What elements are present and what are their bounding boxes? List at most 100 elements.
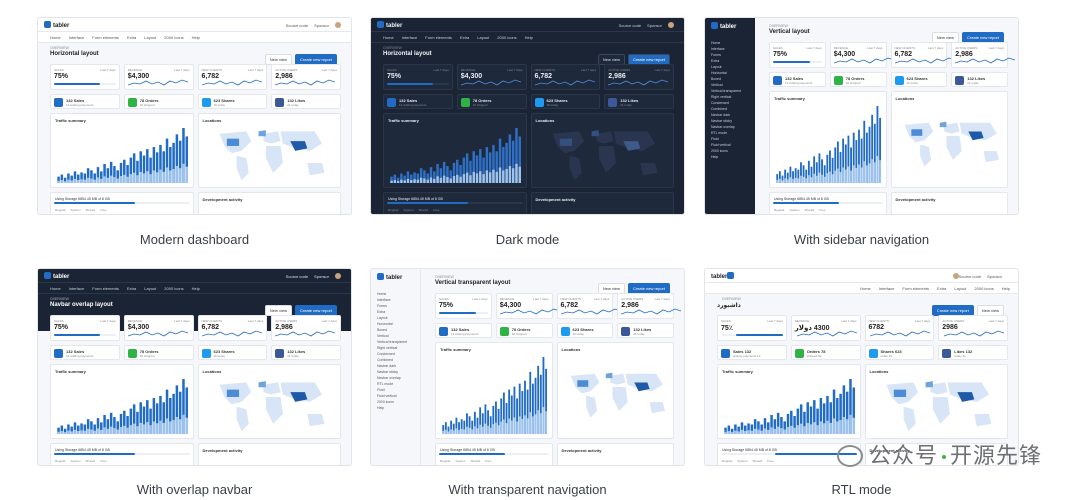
stat-period-dropdown[interactable]: Last 7 days [841, 319, 857, 323]
nav-item[interactable]: Help [191, 286, 200, 291]
sidebar-item[interactable]: Fluid vertical [711, 143, 731, 147]
sidebar-item[interactable]: Forms [711, 53, 721, 57]
nav-item[interactable]: Layout [477, 35, 490, 40]
stat-period-dropdown[interactable]: Last 7 days [654, 68, 670, 72]
sidebar-item[interactable]: RTL mode [711, 131, 728, 135]
sidebar-item[interactable]: Interface [377, 298, 391, 302]
sidebar-item[interactable]: Right vertical [377, 346, 398, 350]
source-code-link[interactable]: Source code [285, 274, 309, 279]
sidebar-item[interactable]: Horizontal [377, 322, 393, 326]
sidebar-item[interactable]: Vertical [377, 334, 389, 338]
sidebar-item[interactable]: Right vertical [711, 95, 732, 99]
thumbnail-modern[interactable]: tabler Source code Sponsor Home Interface For… [37, 17, 352, 215]
sidebar-item[interactable]: Fluid vertical [377, 394, 397, 398]
sidebar-item[interactable]: Forms [377, 304, 387, 308]
source-code-link[interactable]: Source code [958, 274, 982, 279]
nav-item[interactable]: 2000 icons [164, 286, 184, 291]
avatar[interactable] [335, 22, 341, 28]
sidebar-item[interactable]: Navbar dark [711, 113, 731, 117]
source-code-link[interactable]: Source code [618, 23, 642, 28]
sidebar-item[interactable]: Combined [711, 107, 727, 111]
sidebar-item[interactable]: 2000 icons [711, 149, 728, 153]
sidebar-item[interactable]: Fluid [711, 137, 719, 141]
stat-period-dropdown[interactable]: Last 7 days [988, 319, 1004, 323]
nav-item[interactable]: Help [1001, 286, 1010, 291]
nav-item[interactable]: Extra [126, 35, 137, 40]
nav-item[interactable]: Home [860, 286, 871, 291]
sidebar-item[interactable]: Navbar sticky [711, 119, 733, 123]
thumbnail-dark[interactable]: tabler Source code Sponsor Home Interface For… [370, 17, 685, 215]
sidebar-item[interactable]: Help [711, 155, 719, 159]
sidebar-item[interactable]: Help [377, 406, 385, 410]
source-code-link[interactable]: Source code [285, 23, 309, 28]
brand[interactable]: tabler [44, 21, 69, 29]
thumbnail-transparent[interactable]: tabler Home Interface Forms Extra Layout Horiz… [370, 268, 685, 466]
stat-period-dropdown[interactable]: Last 7 days [927, 46, 944, 50]
stat-period-dropdown[interactable]: Last 7 days [247, 68, 264, 72]
stat-period-dropdown[interactable]: Last 7 days [100, 68, 116, 72]
nav-item[interactable]: Home [50, 35, 61, 40]
sidebar-item[interactable]: Layout [377, 316, 388, 320]
sidebar-item[interactable]: Home [711, 41, 721, 45]
avatar[interactable] [952, 273, 959, 279]
avatar[interactable] [668, 22, 674, 28]
brand[interactable]: tabler [377, 21, 402, 29]
sidebar-item[interactable]: Navbar overlap [377, 376, 401, 380]
stat-period-dropdown[interactable]: Last 7 days [654, 297, 670, 301]
brand[interactable]: tabler [711, 272, 736, 280]
sidebar-item[interactable]: Boxed [711, 77, 721, 81]
stat-period-dropdown[interactable]: Last 7 days [100, 319, 116, 323]
nav-item[interactable]: Form elements [425, 35, 452, 40]
nav-item[interactable]: Layout [144, 35, 157, 40]
stat-period-dropdown[interactable]: Last 7 days [472, 297, 488, 301]
sidebar-item[interactable]: Layout [711, 65, 722, 69]
stat-period-dropdown[interactable]: Last 7 days [767, 319, 783, 323]
stat-period-dropdown[interactable]: Last 7 days [433, 68, 449, 72]
stat-period-dropdown[interactable]: Last 7 days [988, 46, 1004, 50]
stat-period-dropdown[interactable]: Last 7 days [321, 68, 337, 72]
thumbnail-overlap[interactable]: tabler Source code Sponsor Home Interface For… [37, 268, 352, 466]
stat-period-dropdown[interactable]: Last 7 days [321, 319, 337, 323]
stat-period-dropdown[interactable]: Last 7 days [593, 297, 610, 301]
sidebar-item[interactable]: Horizontal [711, 71, 727, 75]
sidebar-item[interactable]: RTL mode [377, 382, 394, 386]
nav-item[interactable]: 2000 icons [164, 35, 184, 40]
sidebar-item[interactable]: Vertical transparent [377, 340, 408, 344]
nav-item[interactable]: Interface [401, 35, 418, 40]
stat-period-dropdown[interactable]: Last 7 days [914, 319, 931, 323]
sponsor-link[interactable]: Sponsor [314, 23, 329, 28]
sidebar-item[interactable]: Interface [711, 47, 725, 51]
stat-period-dropdown[interactable]: Last 7 days [580, 68, 597, 72]
nav-item[interactable]: Form elements [92, 286, 119, 291]
stat-period-dropdown[interactable]: Last 7 days [174, 319, 190, 323]
sidebar-item[interactable]: Extra [711, 59, 720, 63]
sponsor-link[interactable]: Sponsor [987, 274, 1002, 279]
sidebar-item[interactable]: Navbar sticky [377, 370, 399, 374]
thumbnail-sidebar[interactable]: tabler Home Interface Forms Extra Layout Horiz… [704, 17, 1019, 215]
brand[interactable]: tabler [377, 273, 402, 281]
nav-item[interactable]: Layout [954, 286, 967, 291]
sidebar-item[interactable]: Condensed [711, 101, 729, 105]
nav-item[interactable]: 2000 icons [974, 286, 994, 291]
stat-period-dropdown[interactable]: Last 7 days [247, 319, 264, 323]
stat-period-dropdown[interactable]: Last 7 days [867, 46, 883, 50]
nav-item[interactable]: Extra [459, 35, 470, 40]
sidebar-item[interactable]: Navbar dark [377, 364, 397, 368]
nav-item[interactable]: Home [383, 35, 394, 40]
sidebar-item[interactable]: Boxed [377, 328, 387, 332]
sidebar-item[interactable]: Condensed [377, 352, 395, 356]
nav-item[interactable]: Extra [126, 286, 137, 291]
nav-item[interactable]: Form elements [902, 286, 930, 291]
sidebar-item[interactable]: Fluid [377, 388, 385, 392]
nav-item[interactable]: Interface [68, 35, 85, 40]
thumbnail-rtl[interactable]: tabler Source code Sponsor Home Interface For… [704, 268, 1019, 466]
sidebar-item[interactable]: Navbar overlap [711, 125, 735, 129]
sidebar-item[interactable]: Combined [377, 358, 393, 362]
sidebar-item[interactable]: Vertical [711, 83, 723, 87]
nav-item[interactable]: Layout [144, 286, 157, 291]
sponsor-link[interactable]: Sponsor [647, 23, 662, 28]
sidebar-item[interactable]: Vertical transparent [711, 89, 742, 93]
nav-item[interactable]: Help [191, 35, 200, 40]
stat-period-dropdown[interactable]: Last 7 days [533, 297, 549, 301]
nav-item[interactable]: Interface [878, 286, 895, 291]
